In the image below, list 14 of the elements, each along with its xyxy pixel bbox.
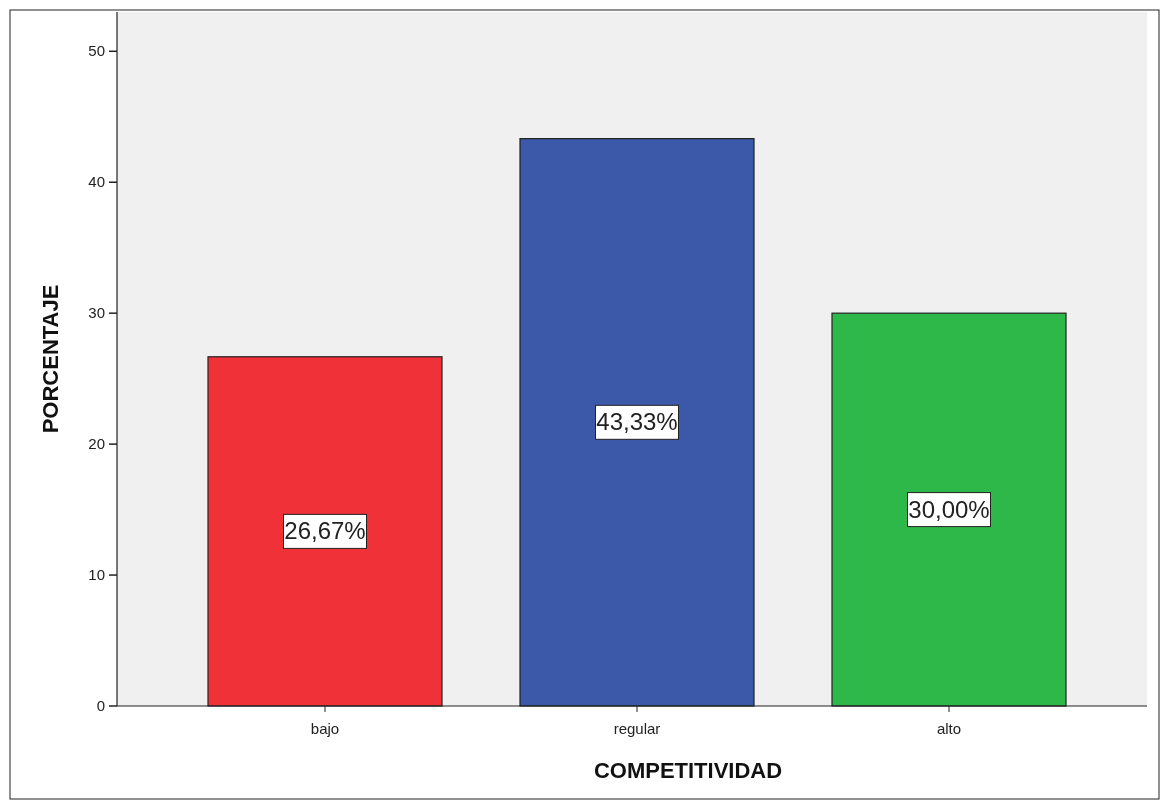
y-tick-label: 30 — [88, 304, 105, 322]
data-label: 30,00% — [908, 495, 990, 523]
y-tick-label: 20 — [88, 435, 105, 453]
data-label: 43,33% — [596, 408, 678, 436]
data-label: 26,67% — [284, 517, 366, 545]
x-tick-label: bajo — [310, 720, 340, 737]
y-tick-label: 40 — [88, 173, 105, 191]
y-tick-label: 50 — [88, 42, 105, 60]
y-axis-title: PORCENTAJE — [38, 284, 63, 434]
y-tick-label: 0 — [96, 697, 105, 714]
y-tick-label: 10 — [88, 566, 105, 584]
x-axis-title: COMPETITIVIDAD — [593, 758, 783, 783]
x-tick-label: alto — [936, 720, 962, 737]
x-tick-label: regular — [613, 720, 661, 737]
